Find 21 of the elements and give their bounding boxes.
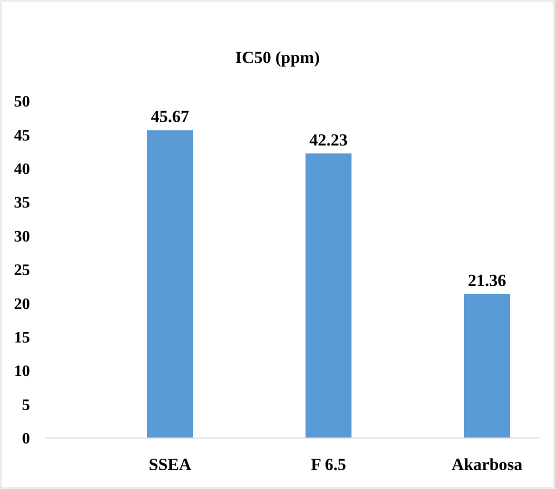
y-tick-label: 10 bbox=[14, 363, 30, 380]
y-tick-label: 45 bbox=[14, 127, 30, 144]
y-tick-label: 20 bbox=[14, 296, 30, 313]
y-tick-label: 35 bbox=[14, 194, 30, 212]
x-tick-label: SSEA bbox=[148, 455, 192, 474]
bar bbox=[147, 130, 193, 438]
x-tick-label: Akarbosa bbox=[452, 455, 523, 474]
chart-title: IC50 (ppm) bbox=[235, 48, 320, 67]
bar bbox=[464, 294, 510, 438]
y-tick-label: 30 bbox=[14, 228, 30, 246]
data-label: 21.36 bbox=[468, 271, 506, 290]
bar bbox=[306, 153, 352, 438]
y-tick-label: 15 bbox=[14, 330, 30, 346]
y-tick-label: 50 bbox=[14, 94, 30, 111]
y-tick-label: 40 bbox=[14, 161, 30, 178]
data-label: 45.67 bbox=[150, 107, 190, 126]
data-label: 42.23 bbox=[309, 130, 348, 150]
y-tick-label: 5 bbox=[22, 396, 30, 414]
y-tick-label: 0 bbox=[22, 430, 30, 448]
y-tick-label: 25 bbox=[14, 262, 30, 280]
x-tick-label: F 6.5 bbox=[310, 455, 346, 474]
